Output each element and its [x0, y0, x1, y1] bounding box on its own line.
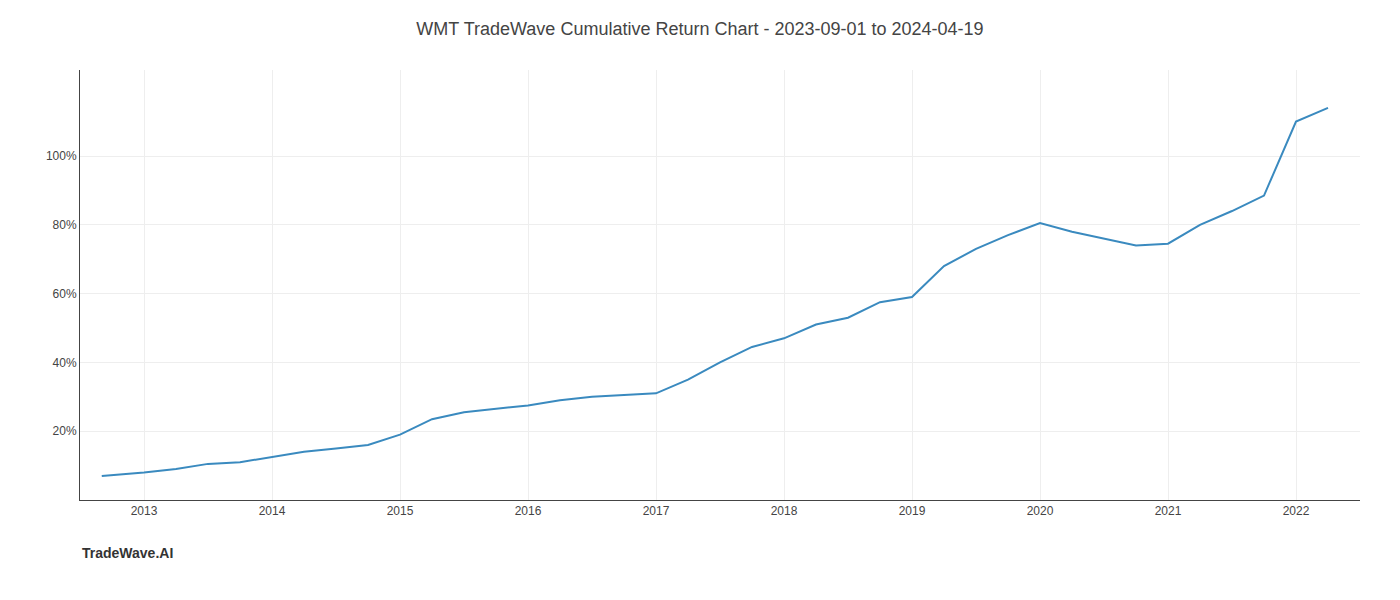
- svg-text:2022: 2022: [1283, 504, 1310, 518]
- svg-text:2020: 2020: [1027, 504, 1054, 518]
- svg-text:2016: 2016: [515, 504, 542, 518]
- svg-text:100%: 100%: [46, 149, 77, 163]
- svg-text:80%: 80%: [53, 218, 77, 232]
- svg-text:WMT TradeWave Cumulative Retur: WMT TradeWave Cumulative Return Chart - …: [416, 19, 983, 39]
- svg-text:2019: 2019: [899, 504, 926, 518]
- svg-text:2021: 2021: [1155, 504, 1182, 518]
- svg-text:2017: 2017: [643, 504, 670, 518]
- svg-text:2015: 2015: [387, 504, 414, 518]
- svg-text:2018: 2018: [771, 504, 798, 518]
- svg-text:60%: 60%: [53, 287, 77, 301]
- svg-text:2013: 2013: [131, 504, 158, 518]
- svg-text:40%: 40%: [53, 356, 77, 370]
- svg-text:TradeWave.AI: TradeWave.AI: [82, 545, 173, 561]
- svg-text:20%: 20%: [53, 424, 77, 438]
- svg-text:2014: 2014: [259, 504, 286, 518]
